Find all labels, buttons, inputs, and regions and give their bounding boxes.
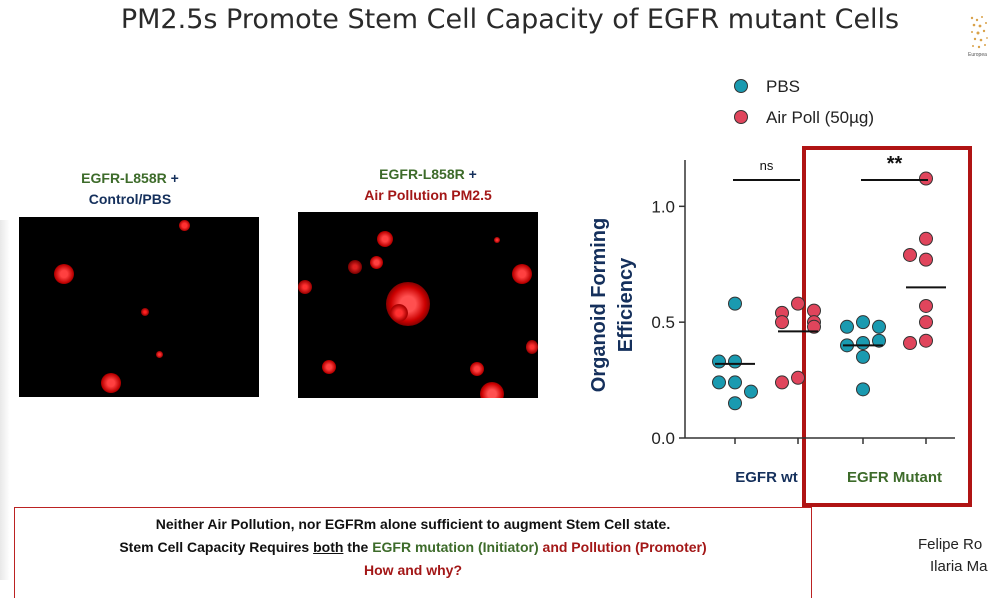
- data-point: [856, 336, 870, 351]
- organoid: [101, 373, 121, 393]
- data-point: [856, 315, 870, 330]
- data-point: [728, 354, 742, 369]
- micrograph-pollution: [298, 212, 538, 398]
- organoid: [470, 362, 484, 376]
- y-tick-label: 0.5: [651, 313, 675, 332]
- image-label-pollution-plus: +: [464, 166, 477, 182]
- summary-line2-c: the: [343, 539, 373, 555]
- organoid: [156, 351, 163, 358]
- organoid: [480, 382, 504, 398]
- organoid: [179, 220, 190, 231]
- significance-label: ns: [760, 158, 774, 173]
- legend-marker: [734, 110, 748, 124]
- summary-line2-both: both: [313, 539, 344, 555]
- slide-title: PM2.5s Promote Stem Cell Capacity of EGF…: [120, 4, 900, 35]
- organoid: [298, 280, 312, 294]
- data-point: [712, 354, 726, 369]
- data-point: [919, 252, 933, 267]
- organoid: [141, 308, 149, 316]
- data-point: [775, 315, 789, 330]
- image-label-pollution-line2: Air Pollution PM2.5: [364, 187, 492, 203]
- image-label-control-line2: Control/PBS: [88, 191, 172, 207]
- logo-icon: [970, 16, 988, 49]
- y-tick-label: 1.0: [651, 197, 675, 216]
- data-point: [775, 375, 789, 390]
- y-tick-label: 0.0: [651, 429, 675, 448]
- organoid: [322, 360, 336, 374]
- data-point: [728, 296, 742, 311]
- summary-line3: How and why?: [364, 562, 462, 578]
- image-label-pollution: EGFR-L858R + Air Pollution PM2.5: [318, 164, 538, 206]
- left-edge-shade: [0, 220, 10, 580]
- organoid: [370, 256, 383, 269]
- image-label-control-plus: +: [166, 170, 179, 186]
- organoid: [54, 264, 74, 284]
- data-point: [872, 319, 886, 334]
- logo-text: Europea: [968, 52, 987, 58]
- significance-label: **: [887, 153, 903, 175]
- legend-marker: [734, 79, 748, 93]
- group-label: EGFR Mutant: [847, 469, 942, 486]
- data-point: [856, 382, 870, 397]
- summary-line2-pollution: and Pollution (Promoter): [538, 539, 707, 555]
- group-label: EGFR wt: [735, 469, 798, 486]
- legend-label: PBS: [766, 77, 800, 96]
- organoid: [494, 237, 500, 243]
- summary-box: Neither Air Pollution, nor EGFRm alone s…: [14, 507, 812, 598]
- image-label-pollution-line1: EGFR-L858R: [379, 166, 465, 182]
- y-axis-label-line2: Efficiency: [615, 257, 637, 352]
- organoid: [512, 264, 532, 284]
- credit-2: Ilaria Ma: [930, 558, 988, 575]
- data-point: [919, 231, 933, 246]
- organoid: [348, 260, 362, 274]
- organoid: [526, 340, 538, 354]
- data-point: [791, 296, 805, 311]
- data-point: [712, 375, 726, 390]
- data-point: [728, 396, 742, 411]
- data-point: [903, 247, 917, 262]
- organoid: [377, 231, 393, 247]
- data-point: [872, 333, 886, 348]
- data-point: [919, 315, 933, 330]
- y-axis-label-line1: Organoid Forming: [588, 218, 610, 392]
- highlight-box: [802, 146, 972, 507]
- summary-line2-a: Stem Cell Capacity Requires: [119, 539, 314, 555]
- data-point: [919, 171, 933, 186]
- image-label-control-line1: EGFR-L858R: [81, 170, 167, 186]
- micrograph-control: [19, 217, 259, 397]
- data-point: [744, 384, 758, 399]
- data-point: [903, 336, 917, 351]
- data-point: [728, 375, 742, 390]
- data-point: [919, 298, 933, 313]
- data-point: [919, 333, 933, 348]
- data-point: [791, 370, 805, 385]
- summary-line2: Stem Cell Capacity Requires both the EGF…: [15, 539, 811, 555]
- data-point: [807, 303, 821, 318]
- image-label-control: EGFR-L858R + Control/PBS: [40, 168, 220, 210]
- summary-line1: Neither Air Pollution, nor EGFRm alone s…: [155, 516, 671, 532]
- organoid-efficiency-chart: PBS Air Poll (50µg) 0.0 0.5 1.0 Organoid Form…: [588, 77, 972, 507]
- data-point: [807, 319, 821, 334]
- organoid: [390, 304, 408, 322]
- data-point: [856, 349, 870, 364]
- legend-label: Air Poll (50µg): [766, 108, 874, 127]
- data-point: [840, 319, 854, 334]
- summary-line2-egfr: EGFR mutation (Initiator): [372, 539, 539, 555]
- credit-1: Felipe Ro: [918, 536, 983, 553]
